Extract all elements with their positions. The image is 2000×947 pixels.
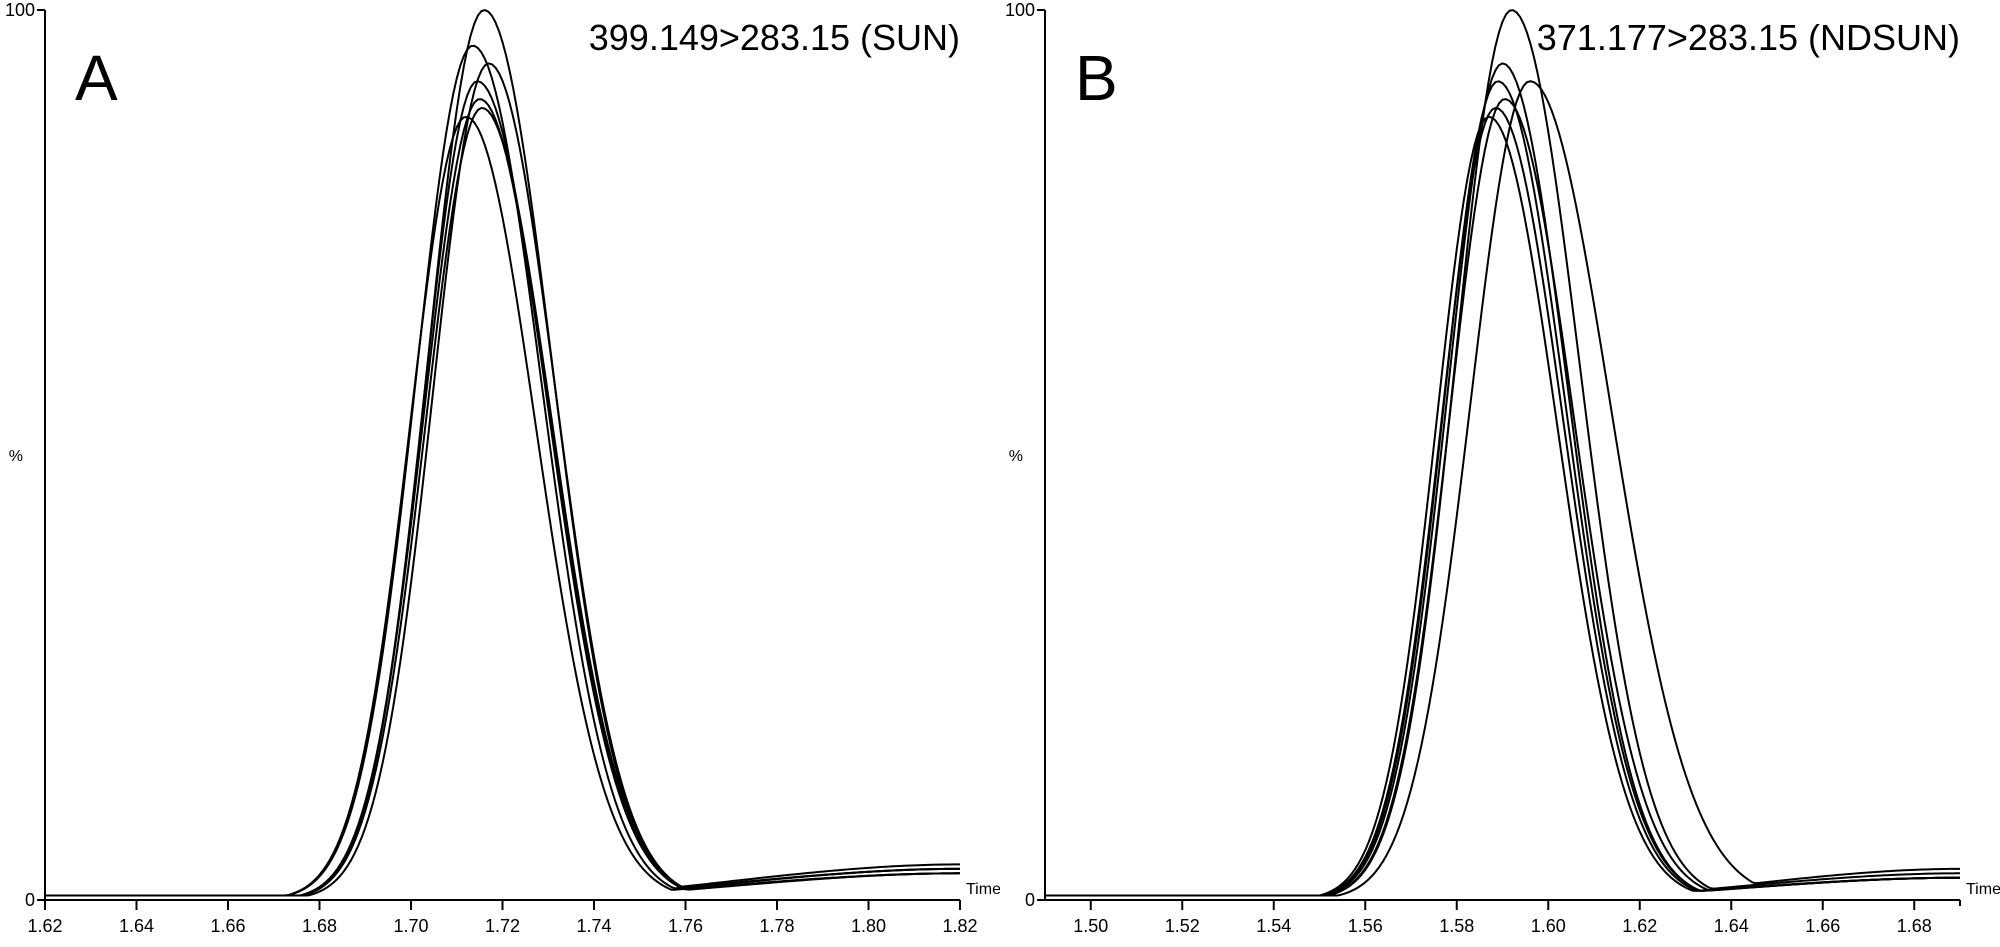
x-tick-label: 1.82 <box>942 916 977 936</box>
x-tick-label: 1.60 <box>1531 916 1566 936</box>
x-tick-label: 1.64 <box>1714 916 1749 936</box>
x-tick-label: 1.62 <box>27 916 62 936</box>
trace-line <box>1045 81 1960 895</box>
chromatogram-panel-b: 100 0% 1.50 1.52 1.54 1.56 1.58 1.60 1.62 1.64 1.6… <box>1000 0 2000 947</box>
x-tick-label: 1.76 <box>668 916 703 936</box>
trace-line <box>45 108 960 896</box>
trace-line <box>45 81 960 895</box>
x-tick-label: 1.78 <box>759 916 794 936</box>
x-tick-label: 1.54 <box>1256 916 1291 936</box>
x-tick-label: 1.72 <box>485 916 520 936</box>
y-tick-label: 100 <box>1005 0 1035 20</box>
x-tick-label: 1.58 <box>1439 916 1474 936</box>
trace-line <box>1045 117 1960 896</box>
x-tick-label: 1.62 <box>1622 916 1657 936</box>
trace-line <box>45 117 960 896</box>
x-axis-unit-label: Time <box>966 881 1000 898</box>
trace-line <box>1045 81 1960 895</box>
x-tick-label: 1.80 <box>851 916 886 936</box>
x-tick-label: 1.52 <box>1165 916 1200 936</box>
trace-line <box>1045 108 1960 896</box>
chromatogram-panel-a: 100 0% 1.62 1.64 1.66 1.68 1.70 1.72 1.74 1.76 1.7… <box>0 0 1000 947</box>
trace-line <box>45 63 960 895</box>
y-tick-label: 100 <box>5 0 35 20</box>
trace-line <box>1045 10 1960 895</box>
x-tick-label: 1.66 <box>1805 916 1840 936</box>
x-tick-label: 1.56 <box>1348 916 1383 936</box>
x-tick-label: 1.70 <box>393 916 428 936</box>
y-tick-label: 0 <box>1025 890 1035 910</box>
y-axis-unit-label: % <box>9 448 23 465</box>
x-tick-label: 1.50 <box>1073 916 1108 936</box>
x-tick-label: 1.68 <box>302 916 337 936</box>
panel-container: 100 0% 1.50 1.52 1.54 1.56 1.58 1.60 1.62 1.64 1.6… <box>1000 0 2000 947</box>
transition-label: 371.177>283.15 (NDSUN) <box>1537 17 1960 58</box>
y-axis-unit-label: % <box>1009 448 1023 465</box>
y-tick-label: 0 <box>25 890 35 910</box>
x-tick-label: 1.74 <box>576 916 611 936</box>
trace-line <box>1045 99 1960 895</box>
panel-letter: A <box>75 42 118 114</box>
trace-line <box>45 46 960 896</box>
x-tick-label: 1.64 <box>119 916 154 936</box>
panel-container: 100 0% 1.62 1.64 1.66 1.68 1.70 1.72 1.74 1.76 1.7… <box>0 0 1000 947</box>
trace-line <box>1045 63 1960 895</box>
transition-label: 399.149>283.15 (SUN) <box>589 17 960 58</box>
x-axis-unit-label: Time <box>1966 881 2000 898</box>
x-tick-label: 1.66 <box>210 916 245 936</box>
chromatogram-figure: 100 0% 1.62 1.64 1.66 1.68 1.70 1.72 1.74 1.76 1.7… <box>0 0 2000 947</box>
x-tick-label: 1.68 <box>1897 916 1932 936</box>
panel-letter: B <box>1075 42 1118 114</box>
